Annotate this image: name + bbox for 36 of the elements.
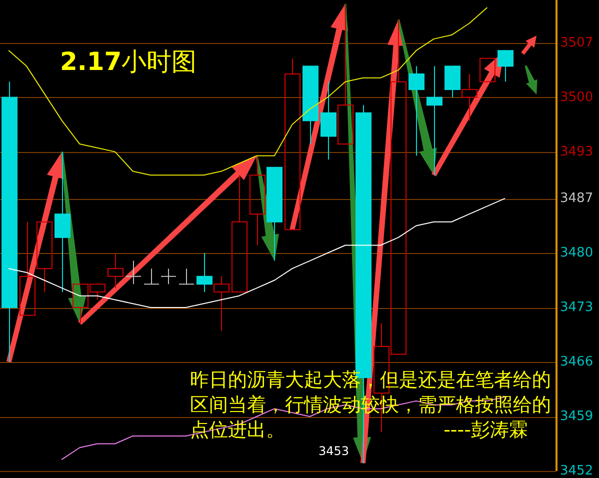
line-series (8, 7, 488, 176)
y-tick-label: 3473 (560, 300, 594, 316)
candlestick (232, 174, 248, 292)
candlestick (284, 58, 300, 230)
y-tick-label: 3487 (560, 191, 594, 206)
candlestick (108, 252, 124, 289)
text: 2.17小时图 (60, 47, 197, 76)
candlestick (444, 66, 460, 98)
candlestick (161, 268, 176, 285)
candlestick (320, 81, 336, 160)
candlestick (250, 155, 266, 246)
candlestick (266, 166, 282, 262)
candlestick (498, 50, 514, 82)
candlestick (302, 66, 318, 145)
candlestick (196, 252, 212, 292)
candlestick (54, 151, 70, 292)
y-tick-label: 3452 (560, 464, 594, 478)
candlestick (408, 66, 424, 156)
candlestick (462, 73, 478, 122)
candlestick (214, 276, 230, 332)
y-tick-label: 3466 (560, 354, 594, 370)
y-tick-label: 3507 (560, 35, 594, 50)
line-series (8, 198, 506, 308)
candlestick (338, 3, 354, 145)
y-tick-label: 3493 (560, 144, 594, 160)
candlestick (179, 268, 194, 285)
candlestick (20, 221, 36, 316)
candlestick (2, 81, 18, 363)
annotation: 3453 (318, 444, 349, 458)
y-tick-label: 3480 (560, 246, 594, 261)
y-tick-label: 3500 (560, 90, 594, 105)
y-tick-label: 3459 (560, 409, 594, 424)
candlestick (36, 221, 52, 292)
candlestick (126, 260, 141, 285)
candlestick (426, 66, 442, 176)
candlestick (144, 268, 159, 285)
